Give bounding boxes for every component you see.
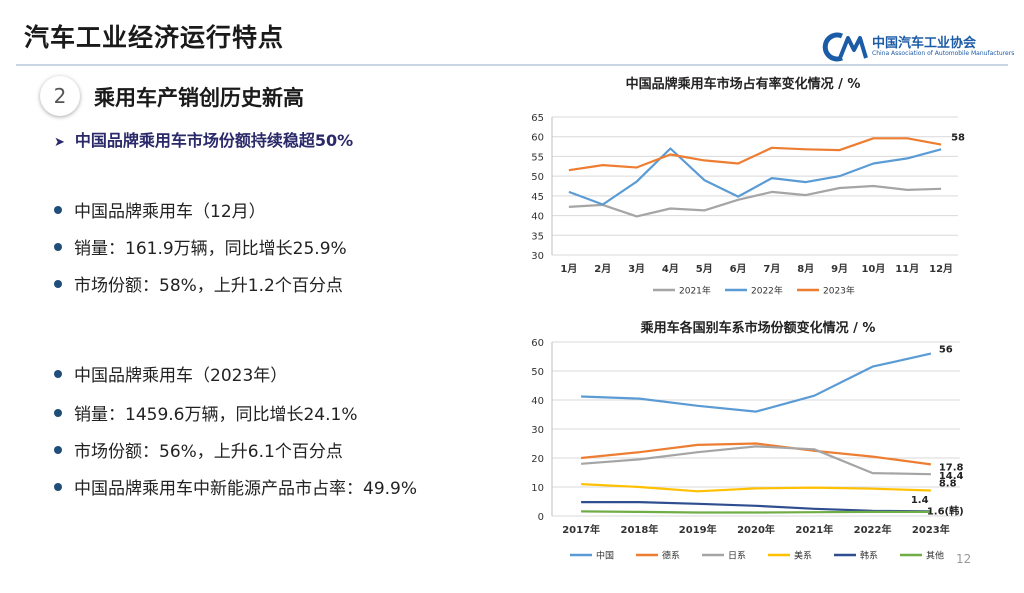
x-tick-label: 2月 — [594, 263, 611, 275]
series-line-中国 — [581, 352, 932, 413]
x-tick-label: 11月 — [895, 263, 919, 275]
bullet-dot-icon — [54, 409, 62, 417]
y-tick-label: 60 — [531, 338, 544, 349]
legend-label: 韩系 — [860, 550, 878, 562]
x-tick-label: 1月 — [560, 263, 577, 275]
bullet-item: 市场份额：58%，上升1.2个百分点 — [54, 271, 343, 296]
y-tick-label: 10 — [531, 483, 544, 494]
y-tick-label: 35 — [531, 231, 544, 242]
legend-label: 中国 — [596, 550, 614, 562]
series-line-德系 — [580, 442, 932, 466]
bullet-item: 中国品牌乘用车（2023年） — [54, 361, 287, 386]
data-label: 58 — [951, 133, 965, 144]
bullet-item: 销量：161.9万辆，同比增长25.9% — [54, 234, 347, 259]
x-tick-label: 5月 — [696, 263, 713, 275]
y-tick-label: 50 — [531, 367, 544, 378]
logo-text: 中国汽车工业协会 — [872, 36, 977, 51]
x-tick-label: 2017年 — [562, 523, 600, 536]
bullet-text: 销量：161.9万辆，同比增长25.9% — [74, 239, 347, 259]
series-line-日系 — [581, 445, 931, 476]
y-tick-label: 20 — [531, 454, 544, 465]
x-tick-label: 10月 — [861, 263, 885, 275]
y-tick-label: 55 — [531, 152, 544, 163]
bullet-text: 中国品牌乘用车（12月） — [74, 202, 266, 222]
legend-label: 2022年 — [751, 285, 783, 297]
chart-country-share: 乘用车各国别车系市场份额变化情况 / % 0 10 20 30 40 50 60 2017年 20… — [531, 320, 964, 562]
legend-label: 美系 — [794, 550, 812, 562]
bullet-text: 中国品牌乘用车中新能源产品市占率：49.9% — [74, 479, 418, 499]
bullet-item: 销量：1459.6万辆，同比增长24.1% — [54, 400, 358, 425]
x-tick-label: 2021年 — [795, 523, 833, 536]
bullet-dot-icon — [54, 206, 62, 214]
bullet-text: 市场份额：58%，上升1.2个百分点 — [74, 276, 343, 296]
bullet-dot-icon — [54, 483, 62, 491]
x-tick-label: 2023年 — [912, 523, 950, 536]
chart-title: 中国品牌乘用车市场占有率变化情况 / % — [626, 76, 861, 92]
series-line-2023年 — [568, 137, 942, 172]
y-tick-label: 30 — [531, 425, 544, 436]
data-label: 17.8 — [939, 462, 964, 473]
data-label: 8.8 — [939, 478, 957, 489]
legend-label: 日系 — [728, 551, 746, 562]
bullet-item: 中国品牌乘用车（12月） — [54, 197, 266, 222]
section-number: 2 — [40, 76, 80, 116]
page-title: 汽车工业经济运行特点 — [24, 23, 285, 52]
bullet-text: 市场份额：56%，上升6.1个百分点 — [74, 442, 343, 462]
subheading-text: 中国品牌乘用车市场份额持续稳超50% — [74, 131, 354, 150]
y-tick-label: 30 — [531, 251, 544, 262]
bullet-dot-icon — [54, 280, 62, 288]
x-tick-label: 7月 — [763, 263, 780, 275]
data-label: 1.6(韩) — [927, 504, 964, 517]
bullet-item: 市场份额：56%，上升6.1个百分点 — [54, 437, 343, 462]
series-line-其他 — [581, 510, 931, 514]
x-tick-label: 2020年 — [737, 523, 775, 536]
y-tick-label: 40 — [531, 396, 544, 407]
y-tick-label: 65 — [531, 113, 544, 124]
bullet-dot-icon — [54, 446, 62, 454]
chart-brand-share: 中国品牌乘用车市场占有率变化情况 / % 30 35 40 45 50 55 60 65 1月 2月… — [531, 76, 965, 297]
bullet-dot-icon — [54, 243, 62, 251]
bullet-text: 中国品牌乘用车（2023年） — [74, 366, 288, 386]
section-title: 乘用车产销创历史新高 — [94, 86, 304, 110]
data-label: 14.4 — [939, 471, 964, 482]
bullet-item: 中国品牌乘用车中新能源产品市占率：49.9% — [54, 474, 417, 499]
x-tick-label: 8月 — [797, 263, 814, 275]
logo-subtext: China Association of Automobile Manufact… — [872, 50, 1015, 57]
x-tick-label: 9月 — [831, 263, 848, 275]
x-tick-label: 3月 — [628, 263, 645, 275]
series-line-美系 — [581, 483, 931, 493]
y-tick-label: 50 — [531, 172, 544, 183]
legend-label: 德系 — [662, 550, 680, 562]
legend-label: 其他 — [926, 550, 944, 562]
y-tick-label: 40 — [531, 212, 544, 223]
arrow-icon: ➤ — [54, 135, 65, 150]
x-tick-label: 12月 — [929, 263, 953, 275]
x-tick-label: 2022年 — [854, 523, 892, 536]
y-tick-label: 45 — [531, 192, 544, 203]
y-tick-label: 60 — [531, 133, 544, 144]
series-line-韩系 — [581, 501, 931, 513]
bullet-dot-icon — [54, 370, 62, 378]
x-tick-label: 6月 — [730, 263, 747, 275]
x-tick-label: 2018年 — [621, 523, 659, 536]
y-tick-label: 0 — [538, 512, 544, 523]
legend-label: 2021年 — [679, 285, 711, 297]
subheading: ➤ 中国品牌乘用车市场份额持续稳超50% — [54, 127, 353, 151]
x-tick-label: 4月 — [662, 263, 679, 275]
x-tick-label: 2019年 — [679, 523, 717, 536]
header-divider — [16, 64, 1008, 66]
series-line-2021年 — [568, 184, 942, 218]
series-line-2022年 — [568, 147, 942, 206]
data-label: 1.4 — [911, 495, 929, 506]
legend-label: 2023年 — [823, 285, 855, 297]
caam-logo-icon — [822, 32, 868, 62]
page-number: 12 — [956, 552, 972, 566]
bullet-text: 销量：1459.6万辆，同比增长24.1% — [74, 405, 358, 425]
chart-title: 乘用车各国别车系市场份额变化情况 / % — [640, 320, 876, 336]
data-label: 56 — [939, 345, 953, 356]
